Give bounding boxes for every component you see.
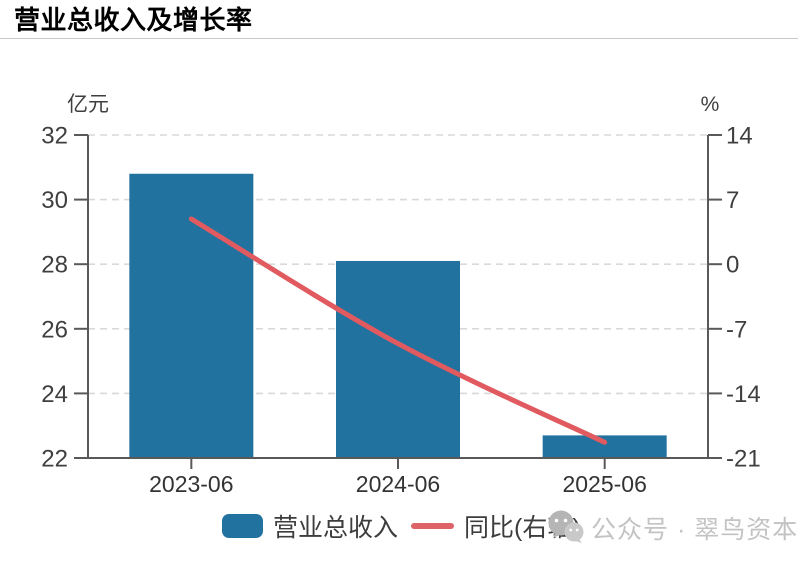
x-axis-label: 2025-06 <box>562 471 646 497</box>
x-axis-label: 2023-06 <box>149 471 233 497</box>
right-axis-tick-label: 0 <box>726 252 739 279</box>
left-axis-tick-label: 28 <box>41 252 68 279</box>
left-axis-tick-label: 24 <box>41 381 68 408</box>
x-axis-label: 2024-06 <box>356 471 440 497</box>
bar-2023-06 <box>129 173 254 458</box>
legend: 营业总收入 同比(右轴) <box>222 512 581 542</box>
wechat-icon <box>548 510 584 543</box>
left-axis-tick-label: 22 <box>41 446 68 473</box>
right-axis-tick-label: 7 <box>726 187 739 214</box>
right-axis-tick-label: -7 <box>726 316 747 343</box>
legend-bar-label: 营业总收入 <box>273 514 399 542</box>
page-title: 营业总收入及增长率 <box>14 5 253 35</box>
right-axis-tick-label: -21 <box>726 446 761 473</box>
chart-header: 营业总收入及增长率 <box>0 0 798 39</box>
growth-rate-line <box>188 216 608 445</box>
right-axis-unit: % <box>701 93 720 116</box>
left-axis-tick-label: 30 <box>41 187 68 214</box>
left-axis-unit: 亿元 <box>67 93 109 116</box>
right-axis-tick-label: 14 <box>726 123 753 150</box>
left-axis-tick-label: 32 <box>41 123 68 150</box>
right-axis-tick-label: -14 <box>726 381 761 408</box>
left-axis-tick-label: 26 <box>41 316 68 343</box>
watermark: 公众号 · 翠鸟资本 <box>545 507 798 549</box>
watermark-text: 公众号 · 翠鸟资本 <box>591 516 798 544</box>
bar-2024-06 <box>336 260 460 458</box>
bar-2025-06 <box>542 435 667 458</box>
legend-bar-swatch <box>222 514 263 538</box>
legend-line-swatch <box>411 523 455 529</box>
